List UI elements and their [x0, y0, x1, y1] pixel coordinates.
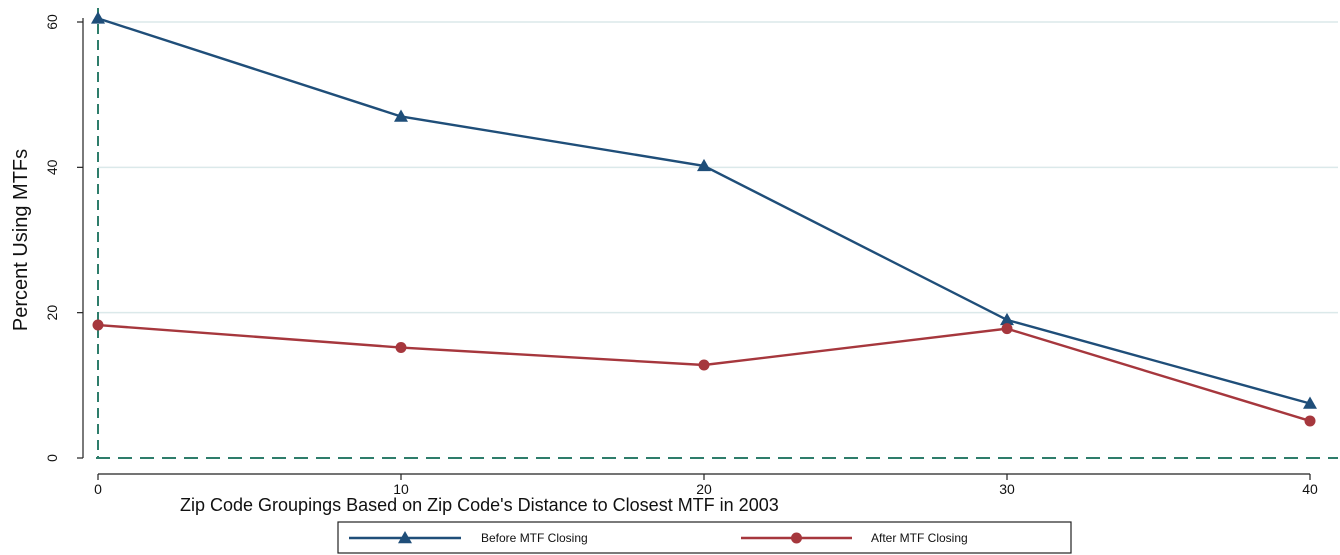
data-point-circle — [791, 532, 802, 544]
x-tick-label: 30 — [999, 481, 1015, 497]
data-point-triangle — [1303, 396, 1317, 409]
series-group — [91, 11, 1317, 427]
data-point-triangle — [697, 158, 711, 172]
series-line — [97, 17, 1311, 405]
series-circle — [92, 319, 1316, 427]
x-tick-label: 0 — [94, 481, 102, 497]
legend-label: After MTF Closing — [871, 531, 968, 545]
x-tick-label: 10 — [393, 481, 409, 497]
y-tick-label: 60 — [44, 14, 60, 30]
y-axis-title: Percent Using MTFs — [10, 149, 32, 331]
data-point-circle — [1001, 323, 1013, 335]
data-point-circle — [92, 319, 104, 331]
y-tick-label: 20 — [44, 305, 60, 321]
series-triangle — [91, 11, 1317, 409]
legend-label: Before MTF Closing — [481, 531, 588, 545]
y-tick-label: 40 — [44, 159, 60, 175]
x-tick-label: 40 — [1302, 481, 1318, 497]
data-point-triangle — [394, 109, 408, 122]
data-point-circle — [698, 359, 710, 371]
data-point-triangle — [398, 531, 412, 544]
data-point-circle — [395, 342, 407, 354]
axes: 0 20 40 60 0 10 20 30 40 — [44, 14, 1318, 497]
x-tick-label: 20 — [696, 481, 712, 497]
reference-lines — [96, 8, 1338, 459]
y-tick-label: 0 — [44, 454, 60, 462]
data-point-triangle — [1000, 312, 1014, 326]
series-line — [97, 323, 1311, 423]
x-axis-title: Zip Code Groupings Based on Zip Code's D… — [180, 495, 779, 515]
legend: Before MTF Closing After MTF Closing — [337, 521, 1072, 554]
data-point-circle — [1304, 415, 1316, 427]
legend-item: Before MTF Closing — [349, 531, 588, 545]
grid-lines — [98, 21, 1338, 314]
data-point-triangle — [91, 11, 105, 24]
legend-item: After MTF Closing — [741, 531, 968, 545]
